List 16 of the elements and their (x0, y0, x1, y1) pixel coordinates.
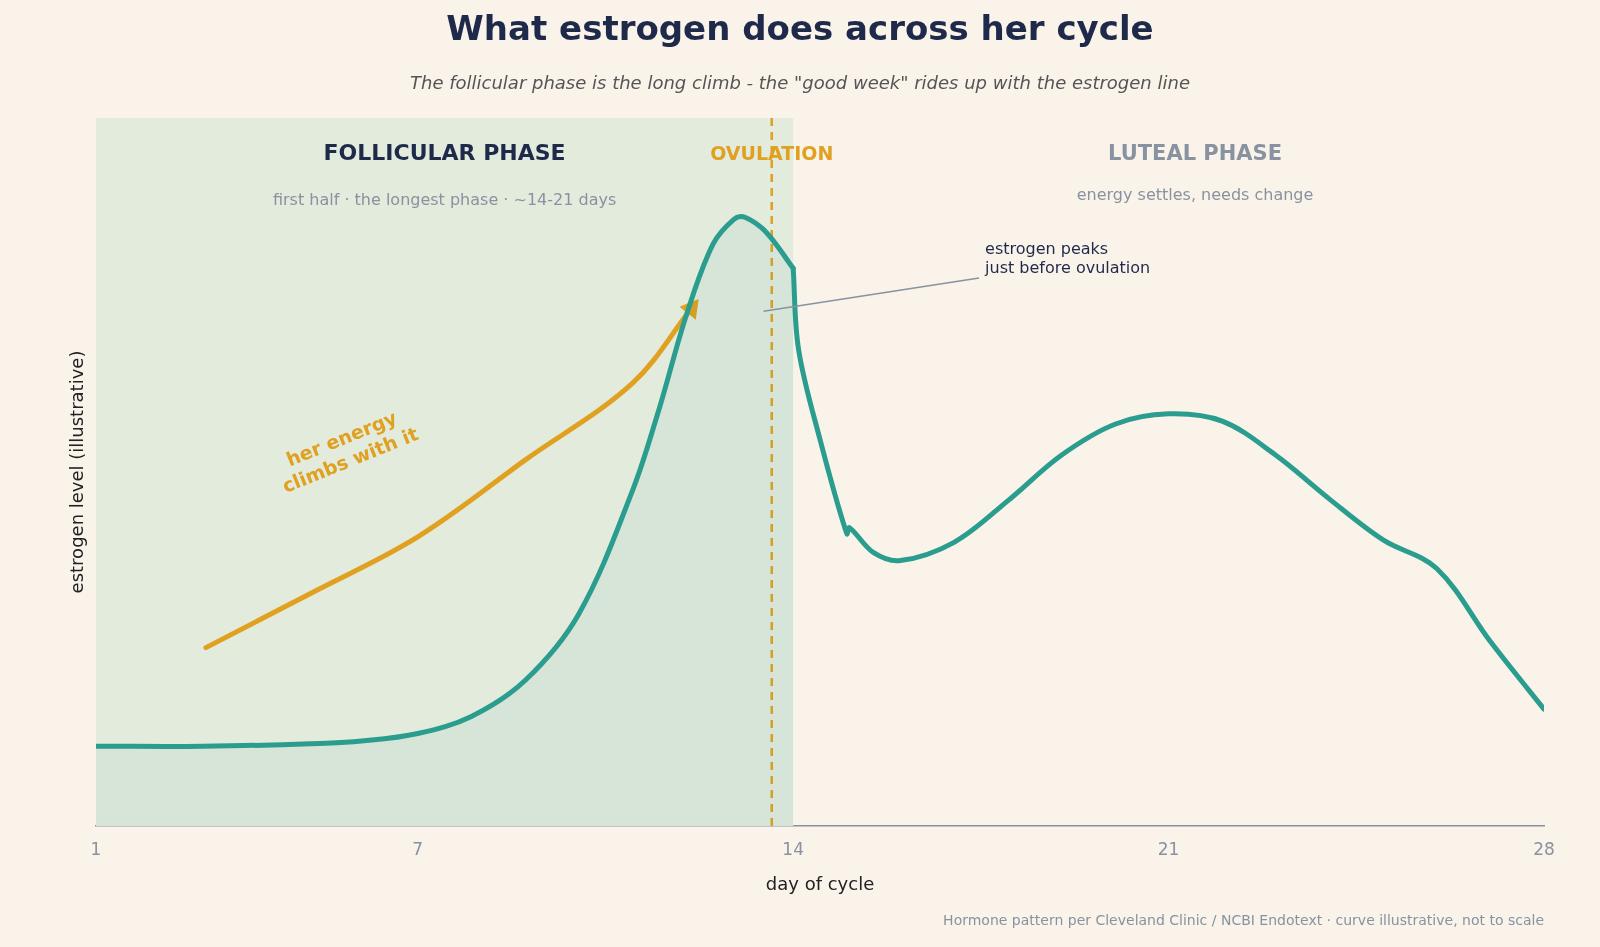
annotation: estrogen peaks just before ovulation (984, 239, 1151, 278)
x-tick-label: 7 (412, 838, 424, 859)
x-tick-label: 14 (782, 838, 805, 859)
x-tick-label: 21 (1157, 838, 1180, 859)
text: first half · the longest phase · ~14-21 days (272, 190, 617, 210)
ref-line-label: OVULATION (710, 141, 834, 164)
x-axis-title: day of cycle (765, 872, 875, 894)
x-tick-label: 28 (1533, 838, 1555, 859)
text: energy settles, needs change (1076, 185, 1314, 205)
x-tick-label: 1 (90, 838, 102, 859)
y-axis-title: estrogen level (illustrative) (66, 350, 88, 594)
text: LUTEAL PHASE (1108, 141, 1283, 166)
band-label: FOLLICULAR PHASE (323, 139, 566, 165)
text: Hormone pattern per Cleveland Clinic / NCBI Endotext · curve illustrative, not to scale (943, 912, 1544, 928)
chart-title: What estrogen does across her cycle (445, 8, 1155, 48)
chart-subtitle: The follicular phase is the long climb - the "good week" rides up with the estrogen line (409, 72, 1191, 93)
